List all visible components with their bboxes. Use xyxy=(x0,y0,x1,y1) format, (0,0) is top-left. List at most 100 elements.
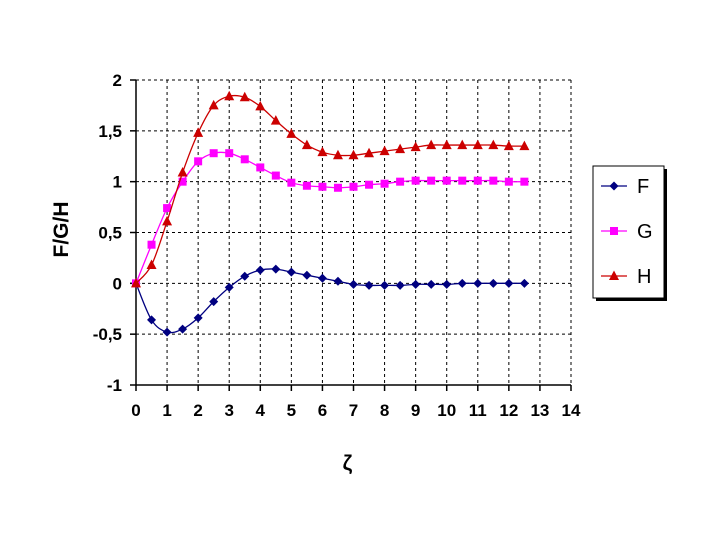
data-point xyxy=(364,280,374,290)
data-point xyxy=(193,127,204,137)
legend-label: F xyxy=(637,176,649,198)
data-point xyxy=(365,180,374,189)
legend-item-g: G xyxy=(601,221,653,243)
legend-item-f: F xyxy=(601,176,649,198)
x-tick-label: 6 xyxy=(318,401,327,420)
data-point xyxy=(194,157,203,166)
data-point xyxy=(162,327,172,337)
data-point xyxy=(473,278,483,288)
data-point xyxy=(395,143,406,154)
x-tick-label: 9 xyxy=(411,401,420,420)
data-point xyxy=(519,278,529,288)
data-point xyxy=(178,177,187,186)
x-tick-label: 13 xyxy=(530,401,549,420)
data-point xyxy=(286,128,297,138)
data-point xyxy=(147,315,157,325)
data-point xyxy=(380,179,389,188)
data-point xyxy=(208,99,219,110)
data-point xyxy=(457,278,467,288)
y-tick-label: 0 xyxy=(113,274,122,293)
y-tick-label: 1 xyxy=(113,173,122,192)
data-point xyxy=(131,277,141,288)
data-point xyxy=(472,139,483,150)
data-point xyxy=(410,141,421,152)
data-point xyxy=(301,139,312,150)
data-point xyxy=(302,181,311,190)
data-point xyxy=(364,147,375,158)
data-point xyxy=(240,271,250,281)
data-point xyxy=(458,176,467,185)
data-point xyxy=(488,139,499,150)
data-point xyxy=(380,280,390,290)
data-point xyxy=(317,273,327,283)
data-point xyxy=(504,177,513,186)
data-point xyxy=(271,264,281,274)
y-tick-label: 1,5 xyxy=(98,122,122,141)
x-tick-label: 12 xyxy=(499,401,518,420)
x-tick-label: 11 xyxy=(469,401,487,420)
data-point xyxy=(209,297,219,307)
data-point xyxy=(317,146,328,157)
data-point xyxy=(318,182,327,191)
data-point xyxy=(302,270,312,280)
data-point xyxy=(163,204,172,213)
data-point xyxy=(209,149,218,158)
y-axis-title: F/G/H xyxy=(50,202,73,258)
legend-box xyxy=(592,165,665,299)
data-point xyxy=(426,279,436,289)
legend-marker xyxy=(609,181,619,191)
data-point xyxy=(473,176,482,185)
data-point xyxy=(239,91,250,102)
data-point xyxy=(411,279,421,289)
series-f xyxy=(131,264,529,337)
x-tick-label: 7 xyxy=(349,401,358,420)
data-point xyxy=(178,324,188,334)
data-point xyxy=(348,149,359,160)
x-tick-label: 14 xyxy=(562,401,581,420)
data-point xyxy=(503,140,514,151)
data-point xyxy=(349,279,358,289)
data-point xyxy=(225,149,234,158)
y-tick-label: 0,5 xyxy=(98,224,122,243)
data-point xyxy=(489,176,498,185)
data-point xyxy=(333,183,342,192)
y-tick-label: 2 xyxy=(113,71,122,90)
y-tick-label: -1 xyxy=(107,376,122,395)
data-point xyxy=(442,176,451,185)
data-point xyxy=(147,240,156,249)
data-point xyxy=(271,171,280,180)
data-point xyxy=(286,267,296,277)
x-tick-label: 3 xyxy=(224,401,233,420)
data-point xyxy=(332,149,343,160)
data-point xyxy=(162,215,173,226)
data-point xyxy=(395,280,405,290)
x-tick-label: 4 xyxy=(256,401,266,420)
x-tick-label: 2 xyxy=(193,401,202,420)
x-tick-label: 1 xyxy=(162,401,171,420)
data-point xyxy=(270,115,281,125)
data-point xyxy=(255,100,266,111)
data-point xyxy=(457,139,468,150)
data-point xyxy=(256,163,265,172)
data-point xyxy=(240,155,249,164)
data-point xyxy=(427,176,436,185)
data-point xyxy=(396,177,405,186)
data-point xyxy=(411,176,420,185)
legend: F G H xyxy=(592,165,667,301)
x-axis-title: ζ xyxy=(343,452,353,475)
data-point xyxy=(488,278,498,288)
x-tick-label: 0 xyxy=(131,401,140,420)
data-point xyxy=(287,178,296,187)
data-point xyxy=(224,282,234,292)
data-point xyxy=(224,90,235,101)
data-point xyxy=(193,313,203,323)
data-point xyxy=(441,139,452,150)
data-point xyxy=(504,278,514,288)
data-point xyxy=(333,276,343,286)
data-point xyxy=(255,265,265,275)
x-tick-label: 8 xyxy=(380,401,389,420)
data-point xyxy=(379,145,390,156)
legend-label: G xyxy=(637,221,653,243)
legend-item-h: H xyxy=(601,266,651,288)
